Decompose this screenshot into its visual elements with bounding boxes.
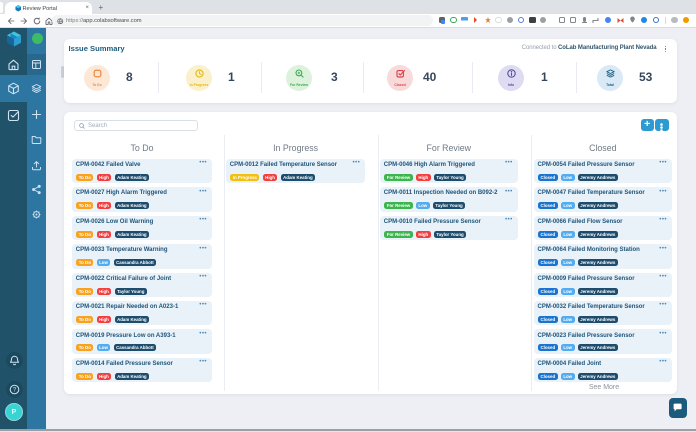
svg-text:?: ? bbox=[12, 387, 16, 393]
